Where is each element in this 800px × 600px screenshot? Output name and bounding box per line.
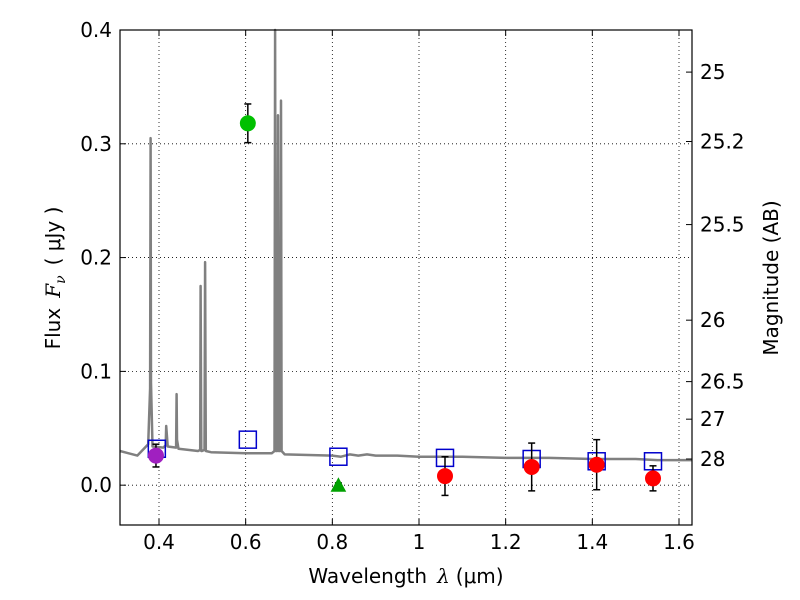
- y-axis-title-symbol: F: [41, 283, 65, 299]
- detection-marker: [523, 458, 540, 475]
- detection-marker: [645, 470, 661, 487]
- x-axis-title: Wavelength λ (μm): [308, 564, 503, 588]
- x-axis-title-unit: (μm): [456, 564, 504, 588]
- x-axis-title-text: Wavelength: [308, 564, 427, 588]
- y-tick-label: 0.4: [80, 18, 112, 42]
- y2-axis-title: Magnitude (AB): [759, 200, 783, 355]
- upper-limit-marker: [330, 477, 347, 492]
- x-tick-label: 0.8: [316, 530, 348, 554]
- detection-marker: [147, 447, 164, 464]
- x-tick-label: 1.4: [576, 530, 608, 554]
- y-tick-label: 0.0: [80, 473, 112, 497]
- y-tick-label: 0.2: [80, 246, 112, 270]
- model-square-marker: [238, 430, 258, 449]
- y-tick-label: 0.3: [80, 132, 112, 156]
- plot-frame: [119, 29, 693, 526]
- y2-tick-label: 28: [700, 447, 725, 471]
- x-axis-title-symbol: λ: [436, 564, 450, 588]
- x-tick-label: 1: [413, 530, 426, 554]
- tick-labels: 0.4 0.6 0.8 1 1.2 1.4 1.6 0.0 0.1 0.2 0.3 0.4 25 25.2…: [80, 18, 744, 554]
- y2-tick-label: 26.5: [700, 370, 745, 394]
- y-tick-label: 0.1: [80, 359, 112, 383]
- y2-tick-label: 25: [700, 60, 725, 84]
- y2-tick-label: 26: [700, 308, 725, 332]
- x-tick-label: 0.4: [143, 530, 175, 554]
- x-tick-label: 0.6: [230, 530, 262, 554]
- y-axis-title-unit: ( μJy ): [41, 207, 65, 266]
- sed-layer: [119, 28, 692, 462]
- y2-tick-label: 27: [700, 407, 725, 431]
- data-points: [147, 103, 663, 497]
- detection-marker: [588, 456, 605, 473]
- y2-tick-label: 25.5: [700, 213, 745, 237]
- y-axis-title-text: Flux: [41, 308, 65, 350]
- x-tick-label: 1.6: [663, 530, 695, 554]
- y-axis-title-subscript: ν: [53, 275, 69, 284]
- y2-tick-label: 25.2: [700, 130, 745, 154]
- detection-marker: [239, 115, 256, 132]
- x-tick-label: 1.2: [490, 530, 522, 554]
- model-square-marker: [329, 447, 348, 466]
- ticks: [120, 29, 692, 525]
- detection-marker: [437, 468, 453, 485]
- sed-model-line: [119, 28, 692, 462]
- y-axis-title: Flux Fν ( μJy ): [41, 207, 69, 350]
